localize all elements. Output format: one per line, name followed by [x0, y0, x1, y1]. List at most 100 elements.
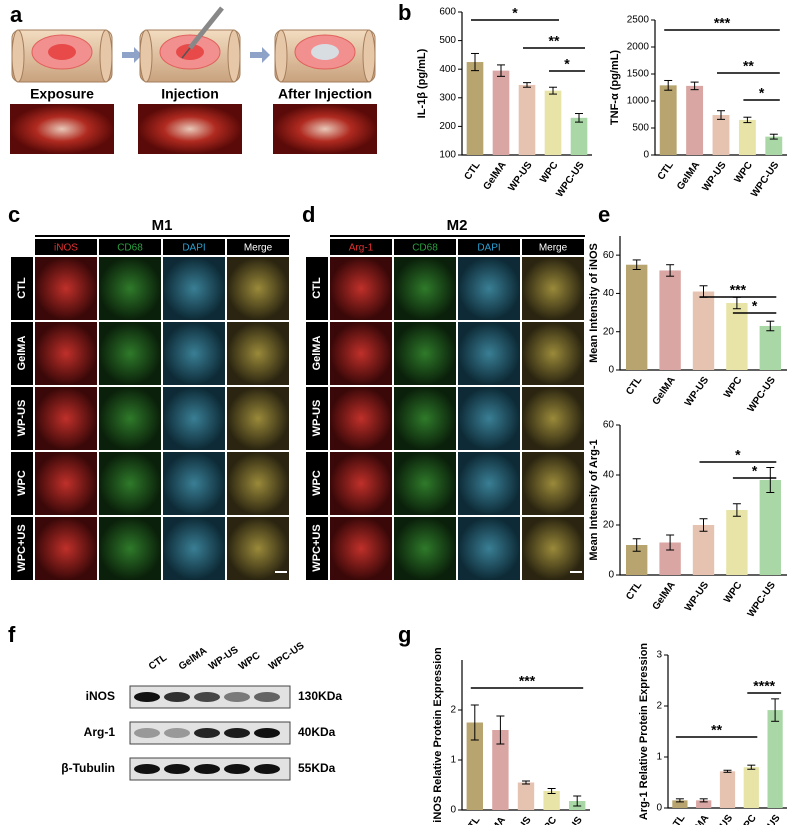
panel-label: b — [398, 0, 411, 25]
micrograph — [458, 322, 520, 385]
significance-label: * — [735, 447, 741, 463]
error-bar — [632, 538, 641, 552]
x-tick-label: GelMA — [651, 375, 678, 407]
blot-band — [224, 692, 250, 702]
bar — [686, 85, 704, 155]
y-axis-label: Mean Intensity of iNOS — [588, 243, 600, 363]
size-label: 40KDa — [298, 725, 336, 739]
y-tick-label: 2000 — [627, 42, 650, 53]
bar — [492, 70, 510, 155]
blot-band — [134, 764, 160, 774]
micrograph — [163, 452, 225, 515]
micrograph — [163, 322, 225, 385]
error-bar — [547, 788, 556, 794]
row-label: WPC+US — [311, 524, 323, 571]
micrograph — [458, 517, 520, 580]
blot-band — [134, 728, 160, 738]
channel-label: DAPI — [182, 243, 205, 254]
channel-label: Merge — [539, 243, 568, 254]
error-bar — [575, 113, 583, 123]
y-tick-label: 400 — [439, 64, 456, 75]
bar — [492, 730, 509, 810]
y-tick-label: 20 — [603, 326, 615, 337]
significance-label: * — [564, 56, 570, 72]
micrograph — [522, 322, 584, 385]
bar — [659, 270, 681, 370]
row-header — [11, 452, 33, 515]
row-header — [306, 322, 328, 385]
panel-title: M2 — [447, 217, 468, 234]
error-bar — [747, 764, 756, 770]
tissue-end — [99, 29, 113, 83]
bar — [466, 62, 484, 155]
row-label: GelMA — [311, 336, 323, 371]
y-tick-label: 20 — [603, 520, 615, 531]
error-bar — [769, 133, 778, 140]
bar — [712, 115, 730, 155]
x-tick-label: WP-US — [700, 160, 728, 194]
y-axis-label: Arg-1 Relative Protein Expression — [638, 643, 650, 821]
error-bar — [522, 780, 530, 785]
bar — [738, 119, 756, 155]
panel-label: e — [598, 202, 610, 227]
row-label: GelMA — [16, 336, 28, 371]
micrograph — [394, 452, 456, 515]
bar — [659, 542, 681, 575]
panel-label: c — [8, 202, 20, 227]
surgical-photo — [10, 104, 114, 154]
significance-label: * — [752, 298, 758, 314]
blot-band — [194, 764, 220, 774]
row-label: CTL — [16, 277, 28, 299]
x-tick-label: GelMA — [481, 160, 508, 192]
blot-band — [224, 728, 250, 738]
bar — [659, 85, 677, 155]
micrograph — [227, 322, 289, 385]
error-bar — [675, 798, 684, 803]
row-label: WP-US — [311, 400, 323, 437]
y-tick-label: 300 — [439, 92, 456, 103]
significance-label: * — [512, 5, 518, 21]
row-header — [306, 452, 328, 515]
bar — [759, 480, 781, 575]
channel-label: CD68 — [117, 243, 143, 254]
channel-label: CD68 — [412, 243, 438, 254]
micrograph — [99, 387, 161, 450]
row-header — [11, 517, 33, 580]
micrograph — [227, 257, 289, 320]
surgical-photo — [138, 104, 242, 154]
x-tick-label: CTL — [462, 160, 482, 182]
bar — [759, 325, 781, 370]
x-tick-label: WP-US — [707, 813, 735, 825]
micrograph — [227, 517, 289, 580]
y-tick-label: 2 — [656, 701, 662, 712]
x-tick-label: WPC — [537, 815, 559, 825]
channel-label: Arg-1 — [349, 243, 374, 254]
step-label: Injection — [161, 86, 219, 102]
tissue-end — [274, 29, 288, 83]
error-bar — [666, 264, 675, 277]
x-tick-label: WPC — [538, 160, 560, 185]
bar — [626, 545, 648, 575]
row-label: CTL — [311, 277, 323, 299]
step-label: Exposure — [30, 86, 94, 102]
micrograph — [227, 452, 289, 515]
micrograph — [35, 452, 97, 515]
x-tick-label: WP-US — [506, 160, 534, 194]
micrograph — [522, 452, 584, 515]
lesion-core — [48, 44, 76, 60]
micrograph — [522, 517, 584, 580]
x-tick-label: GelMA — [675, 160, 702, 192]
micrograph — [163, 387, 225, 450]
y-tick-label: 3 — [656, 650, 662, 661]
micrograph — [522, 387, 584, 450]
lesion-core — [311, 44, 339, 60]
y-tick-label: 2 — [450, 705, 456, 716]
tissue-end — [139, 29, 153, 83]
error-bar — [699, 518, 708, 532]
channel-header — [35, 239, 97, 255]
channel-label: DAPI — [477, 243, 500, 254]
bar — [765, 136, 783, 155]
error-bar — [523, 82, 531, 88]
error-bar — [699, 798, 708, 803]
